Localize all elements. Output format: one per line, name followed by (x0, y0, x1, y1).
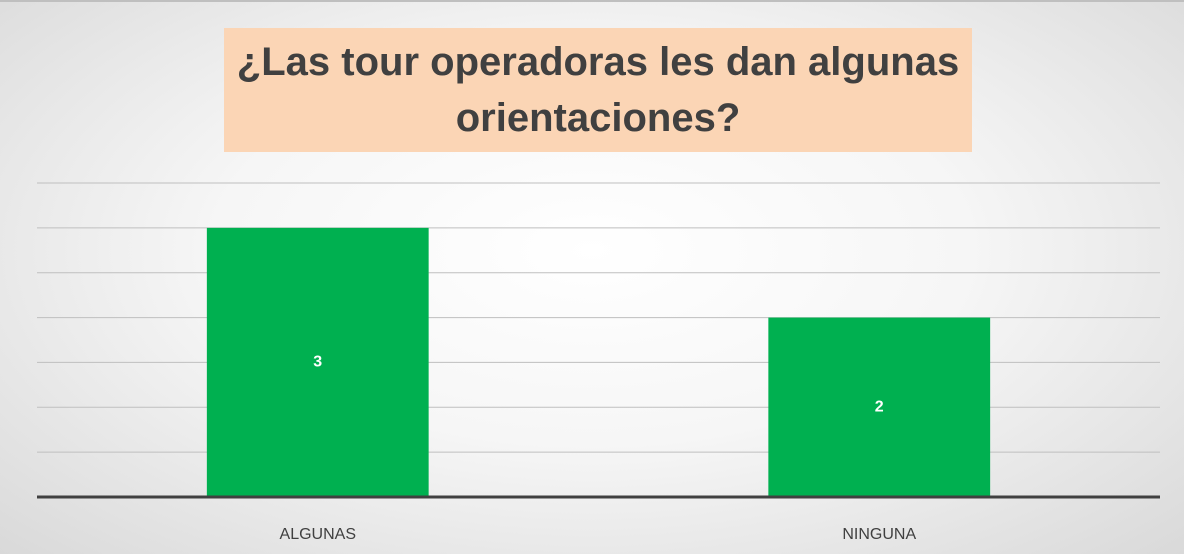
x-tick-label: NINGUNA (842, 526, 916, 543)
x-tick-label: ALGUNAS (280, 526, 356, 543)
chart-title: ¿Las tour operadoras les dan algunas ori… (224, 28, 972, 152)
data-label: 2 (875, 399, 884, 416)
bar (206, 227, 429, 497)
data-label: 3 (313, 354, 322, 371)
bar (768, 317, 991, 497)
